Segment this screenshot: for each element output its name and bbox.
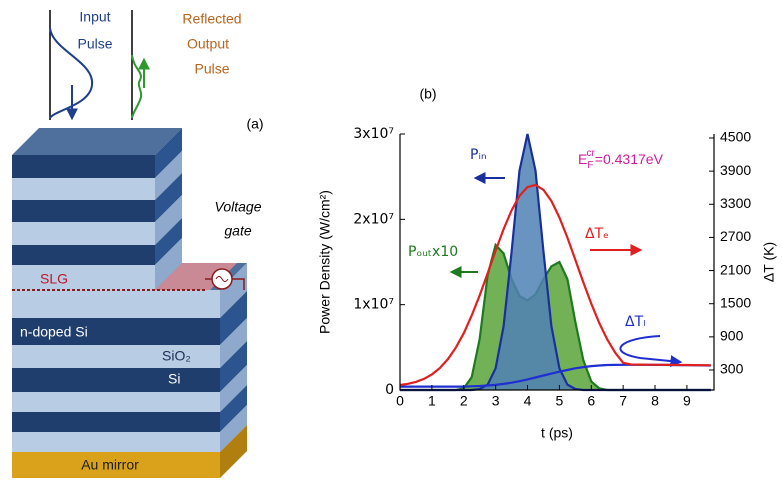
layer-face <box>12 200 155 222</box>
diagram: Input Pulse Reflected Output Pulse (a) V… <box>12 9 264 478</box>
layer-label: n-doped Si <box>20 324 88 340</box>
layer-label: SiO₂ <box>162 348 191 364</box>
x-tick-label: 4 <box>524 393 532 409</box>
y-tick-label: 1x10⁷ <box>353 297 394 313</box>
layer-face <box>12 290 220 318</box>
y-tick-label: 3x10⁷ <box>353 126 394 142</box>
page: Input Pulse Reflected Output Pulse (a) V… <box>0 0 782 480</box>
y2-tick-label: 3900 <box>720 162 751 178</box>
y2-tick-label: 300 <box>720 361 744 377</box>
gate-label: Voltage <box>215 199 262 215</box>
y2-tick-label: 2700 <box>720 228 751 244</box>
y-tick-label: 2x10⁷ <box>353 211 394 227</box>
y2-tick-label: 2100 <box>720 261 751 277</box>
y2-tick-label: 4500 <box>720 129 751 145</box>
annotation-arrow <box>620 336 680 362</box>
panel-label: (a) <box>246 116 263 132</box>
layer-label: Si <box>168 371 180 387</box>
x-tick-label: 8 <box>651 393 659 409</box>
y-tick-label: 0 <box>385 382 394 398</box>
annotation: EFcr=0.4317eV <box>578 148 664 171</box>
x-axis-label: t (ps) <box>541 425 573 441</box>
x-tick-label: 7 <box>619 393 627 409</box>
layer-label: Au mirror <box>81 457 139 473</box>
series-label: Pₒᵤₜx10 <box>408 244 458 260</box>
output-label: Reflected <box>182 11 241 27</box>
layer-face <box>12 412 220 432</box>
layer-face <box>12 155 155 178</box>
y2-tick-label: 900 <box>720 328 744 344</box>
gate-label: gate <box>224 223 251 239</box>
layer-stack <box>12 128 247 478</box>
input-label: Input <box>79 9 110 25</box>
layer-face <box>12 245 155 265</box>
x-tick-label: 3 <box>492 393 500 409</box>
y2-tick-label: 3300 <box>720 195 751 211</box>
y-axis-label: Power Density (W/cm²) <box>317 190 333 334</box>
figure: Input Pulse Reflected Output Pulse (a) V… <box>0 0 782 480</box>
x-tick-label: 6 <box>587 393 595 409</box>
area <box>400 134 711 390</box>
y2-axis-label: ΔT (K) <box>761 242 777 282</box>
layer-face <box>12 392 220 412</box>
layer-label: SLG <box>40 271 68 287</box>
series-label: Pᵢₙ <box>470 147 487 163</box>
y2-tick-label: 1500 <box>720 294 751 310</box>
x-tick-label: 1 <box>428 393 436 409</box>
layer-face <box>12 222 155 245</box>
output-label: Output <box>187 36 229 52</box>
annotation-sub: F <box>587 160 593 171</box>
series-label: ΔTₗ <box>625 314 645 330</box>
chart: (b) t (ps) Power Density (W/cm²) ΔT (K) … <box>317 86 777 441</box>
series-label: ΔTₑ <box>585 226 609 242</box>
x-tick-label: 2 <box>460 393 468 409</box>
output-label: Pulse <box>194 61 229 77</box>
annotation-part: =0.4317eV <box>595 151 664 167</box>
panel-label: (b) <box>419 86 436 102</box>
layer-face <box>12 368 220 392</box>
plot-area <box>400 134 711 390</box>
layer-face <box>12 265 155 290</box>
x-tick-label: 5 <box>555 393 563 409</box>
output-pulse <box>132 55 141 118</box>
input-label: Pulse <box>77 36 112 52</box>
x-tick-label: 9 <box>683 393 691 409</box>
layer-face <box>12 128 182 155</box>
x-tick-label: 0 <box>396 393 404 409</box>
layer-face <box>12 432 220 452</box>
layer-face <box>12 178 155 200</box>
